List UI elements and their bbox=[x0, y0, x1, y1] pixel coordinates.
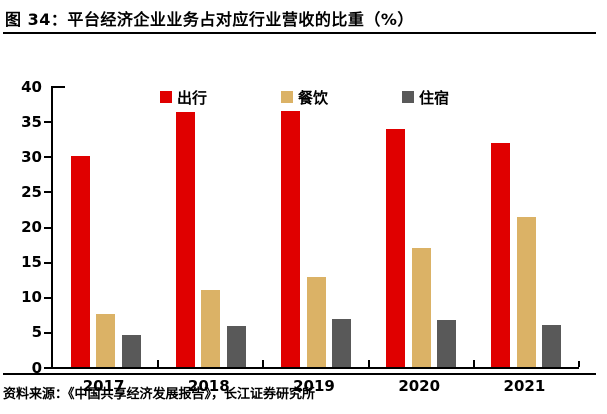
y-axis-label: 5 bbox=[31, 323, 42, 342]
legend-swatch bbox=[160, 91, 172, 103]
x-axis-label: 2020 bbox=[398, 377, 441, 395]
y-axis: 0 5 10 15 20 25 30 35 40 bbox=[0, 36, 51, 377]
x-axis-tick bbox=[472, 360, 475, 367]
figure-title: 图 34：平台经济企业业务占对应行业营收的比重（%） bbox=[5, 10, 414, 29]
plot-area bbox=[51, 86, 580, 369]
x-axis-tick bbox=[262, 360, 265, 367]
y-axis-tick bbox=[44, 156, 51, 159]
legend-item: 住宿 bbox=[402, 88, 450, 107]
y-axis-tick bbox=[44, 296, 51, 299]
footer-divider bbox=[3, 373, 596, 375]
y-axis-tick bbox=[44, 331, 51, 334]
y-axis-tick bbox=[44, 191, 51, 194]
bar bbox=[437, 320, 457, 367]
bar bbox=[175, 112, 195, 367]
legend-label: 餐饮 bbox=[298, 88, 329, 107]
x-axis-tick bbox=[157, 360, 160, 367]
bar bbox=[386, 129, 406, 367]
source-note: 资料来源：《中国共享经济发展报告》，长江证券研究所 bbox=[3, 387, 316, 402]
x-axis-label: 2017 bbox=[82, 377, 125, 395]
axis-right-cap bbox=[578, 361, 580, 367]
bar bbox=[96, 314, 116, 367]
y-axis-tick bbox=[44, 367, 51, 369]
y-axis-tick bbox=[44, 121, 51, 124]
bar bbox=[491, 143, 511, 367]
y-axis-label: 40 bbox=[21, 77, 42, 96]
bar bbox=[201, 290, 221, 367]
bar bbox=[332, 319, 351, 367]
legend-label: 出行 bbox=[177, 88, 208, 107]
legend-item: 出行 bbox=[160, 88, 208, 107]
x-axis-tick bbox=[367, 360, 370, 367]
y-axis-tick bbox=[44, 261, 51, 264]
legend-swatch bbox=[281, 91, 293, 103]
legend-label: 住宿 bbox=[419, 88, 450, 107]
y-axis-label: 20 bbox=[21, 218, 42, 236]
chart: 0 5 10 15 20 25 30 35 40 出行 餐饮 住宿 2017 2018 2019 2020… bbox=[0, 36, 607, 395]
x-axis-label: 2019 bbox=[293, 377, 335, 395]
legend-swatch bbox=[402, 91, 414, 103]
y-axis-label: 25 bbox=[21, 182, 42, 201]
bar bbox=[121, 335, 141, 367]
bar bbox=[516, 217, 536, 367]
x-axis-label: 2021 bbox=[503, 377, 546, 395]
y-axis-tick bbox=[44, 226, 51, 229]
bar bbox=[281, 111, 300, 367]
bar bbox=[70, 156, 90, 367]
y-axis-label: 0 bbox=[31, 358, 42, 377]
x-axis-label: 2018 bbox=[187, 377, 230, 395]
legend: 出行 餐饮 住宿 bbox=[0, 88, 607, 107]
bar bbox=[411, 248, 431, 367]
bar bbox=[226, 326, 246, 367]
y-axis-label: 30 bbox=[21, 147, 42, 166]
bar bbox=[542, 325, 562, 367]
title-underline bbox=[3, 32, 596, 34]
y-axis-label: 10 bbox=[21, 288, 42, 307]
y-axis-label: 35 bbox=[21, 112, 42, 131]
bar bbox=[306, 277, 326, 367]
y-axis-label: 15 bbox=[21, 253, 42, 272]
axis-top-cap bbox=[53, 86, 65, 88]
legend-item: 餐饮 bbox=[281, 88, 329, 107]
